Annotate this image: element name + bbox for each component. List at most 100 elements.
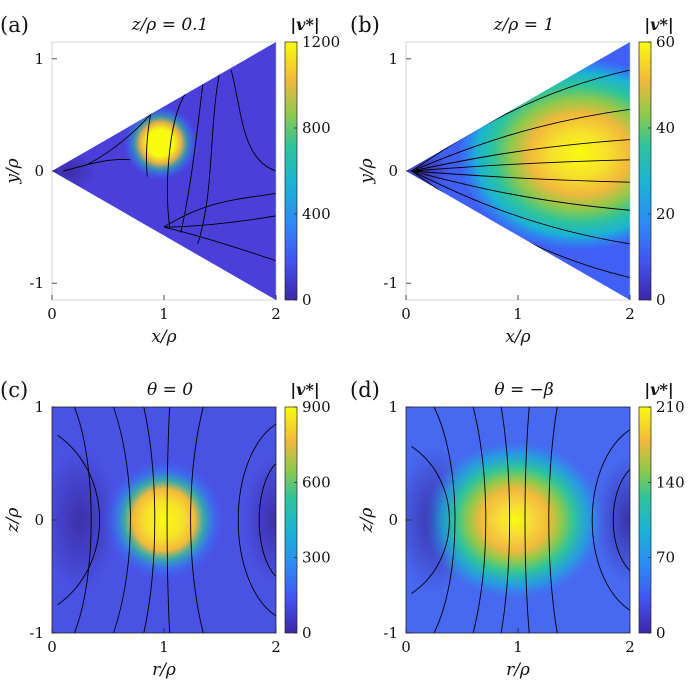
streamline	[163, 215, 276, 228]
x-tick-label: 2	[271, 638, 281, 656]
streamline	[411, 170, 630, 183]
colorbar-ramp	[284, 41, 298, 301]
vortex-lobe-right	[242, 456, 276, 584]
colorbar-tick-label: 40	[656, 119, 675, 137]
streamline	[612, 468, 630, 572]
apex-shade	[52, 150, 96, 192]
streamline	[63, 158, 131, 172]
x-tick-label: 0	[47, 305, 57, 323]
panel-label: (b)	[350, 13, 380, 37]
streamline	[524, 407, 530, 633]
y-tick-label: 1	[34, 50, 44, 68]
streamline	[411, 170, 630, 211]
colorbar-tick-label: 60	[656, 33, 675, 51]
streamline	[190, 407, 204, 633]
x-tick-label: 2	[625, 305, 635, 323]
streamline	[411, 139, 630, 172]
colorbar-tick-label: 0	[302, 624, 312, 642]
streamline	[163, 192, 276, 228]
colorbar-title: |v*|	[290, 380, 319, 399]
hotspot	[122, 104, 199, 181]
hotspot	[459, 59, 630, 250]
streamline	[258, 463, 276, 577]
streamline	[143, 407, 156, 633]
streamlines	[411, 407, 630, 633]
streamline	[73, 407, 92, 633]
x-tick-label: 1	[513, 638, 523, 656]
y-tick-label: -1	[383, 624, 398, 642]
streamline	[548, 407, 558, 633]
vortex-lobe-right	[596, 456, 630, 584]
colorbar-title: |v*|	[644, 15, 673, 34]
colorbar-ramp	[638, 406, 652, 634]
panel-label: (d)	[350, 378, 380, 402]
y-tick-label: 0	[388, 162, 398, 180]
vortex-lobe-left	[52, 447, 119, 593]
colorbar-tick-label: 20	[656, 205, 675, 223]
x-tick-label: 1	[159, 638, 169, 656]
y-tick-label: 0	[34, 162, 44, 180]
y-tick-label: -1	[29, 624, 44, 642]
streamline	[57, 434, 101, 606]
x-axis-label: x/ρ	[505, 327, 530, 347]
y-tick-label: 1	[34, 398, 44, 416]
heatmap-field	[406, 42, 630, 300]
colorbar-tick-label: 70	[656, 549, 675, 567]
panel-label: (c)	[0, 378, 28, 402]
streamline	[411, 170, 630, 245]
colorbar-tick-label: 0	[656, 624, 666, 642]
streamline	[411, 108, 630, 172]
y-axis-label: y/ρ	[3, 158, 23, 184]
hotspot	[102, 458, 226, 582]
streamline	[230, 69, 276, 172]
panel-label: (a)	[0, 13, 29, 37]
colorbar-tick-label: 600	[302, 473, 331, 491]
x-tick-label: 2	[625, 638, 635, 656]
y-axis-label: z/ρ	[357, 508, 377, 534]
streamline	[166, 407, 171, 633]
streamlines	[63, 69, 276, 262]
streamline	[180, 81, 204, 233]
y-tick-label: -1	[29, 274, 44, 292]
heatmap-field	[52, 407, 276, 633]
y-tick-label: 0	[34, 511, 44, 529]
colorbar-title: |v*|	[290, 15, 319, 34]
streamlines	[57, 407, 276, 633]
streamline	[411, 159, 630, 172]
streamline	[591, 429, 630, 611]
panel-title: z/ρ = 0.1	[131, 15, 209, 35]
panel-title: z/ρ = 1	[493, 15, 555, 35]
x-axis-label: r/ρ	[506, 660, 530, 680]
streamline	[113, 407, 131, 633]
x-tick-label: 2	[271, 305, 281, 323]
streamline	[411, 446, 450, 594]
heatmap-field	[52, 42, 276, 300]
x-axis-label: r/ρ	[152, 660, 176, 680]
x-tick-label: 1	[159, 305, 169, 323]
colorbar-title: |v*|	[644, 380, 673, 399]
streamline	[472, 407, 487, 633]
y-tick-label: 0	[388, 511, 398, 529]
panel-title: θ = 0	[147, 380, 193, 400]
x-axis-label: x/ρ	[151, 327, 176, 347]
colorbar-tick-label: 300	[302, 549, 331, 567]
streamline	[163, 226, 276, 262]
x-tick-label: 0	[401, 305, 411, 323]
x-tick-label: 0	[47, 638, 57, 656]
colorbar-tick-label: 400	[302, 205, 331, 223]
colorbar-tick-label: 0	[302, 291, 312, 309]
colorbar-tick-label: 1200	[302, 33, 340, 51]
colorbar-tick-label: 140	[656, 473, 685, 491]
streamline	[237, 423, 276, 617]
y-tick-label: 1	[388, 50, 398, 68]
y-tick-label: -1	[383, 274, 398, 292]
colorbar-ramp	[284, 406, 298, 634]
x-tick-label: 0	[401, 638, 411, 656]
colorbar-tick-label: 800	[302, 119, 331, 137]
y-tick-label: 1	[388, 398, 398, 416]
